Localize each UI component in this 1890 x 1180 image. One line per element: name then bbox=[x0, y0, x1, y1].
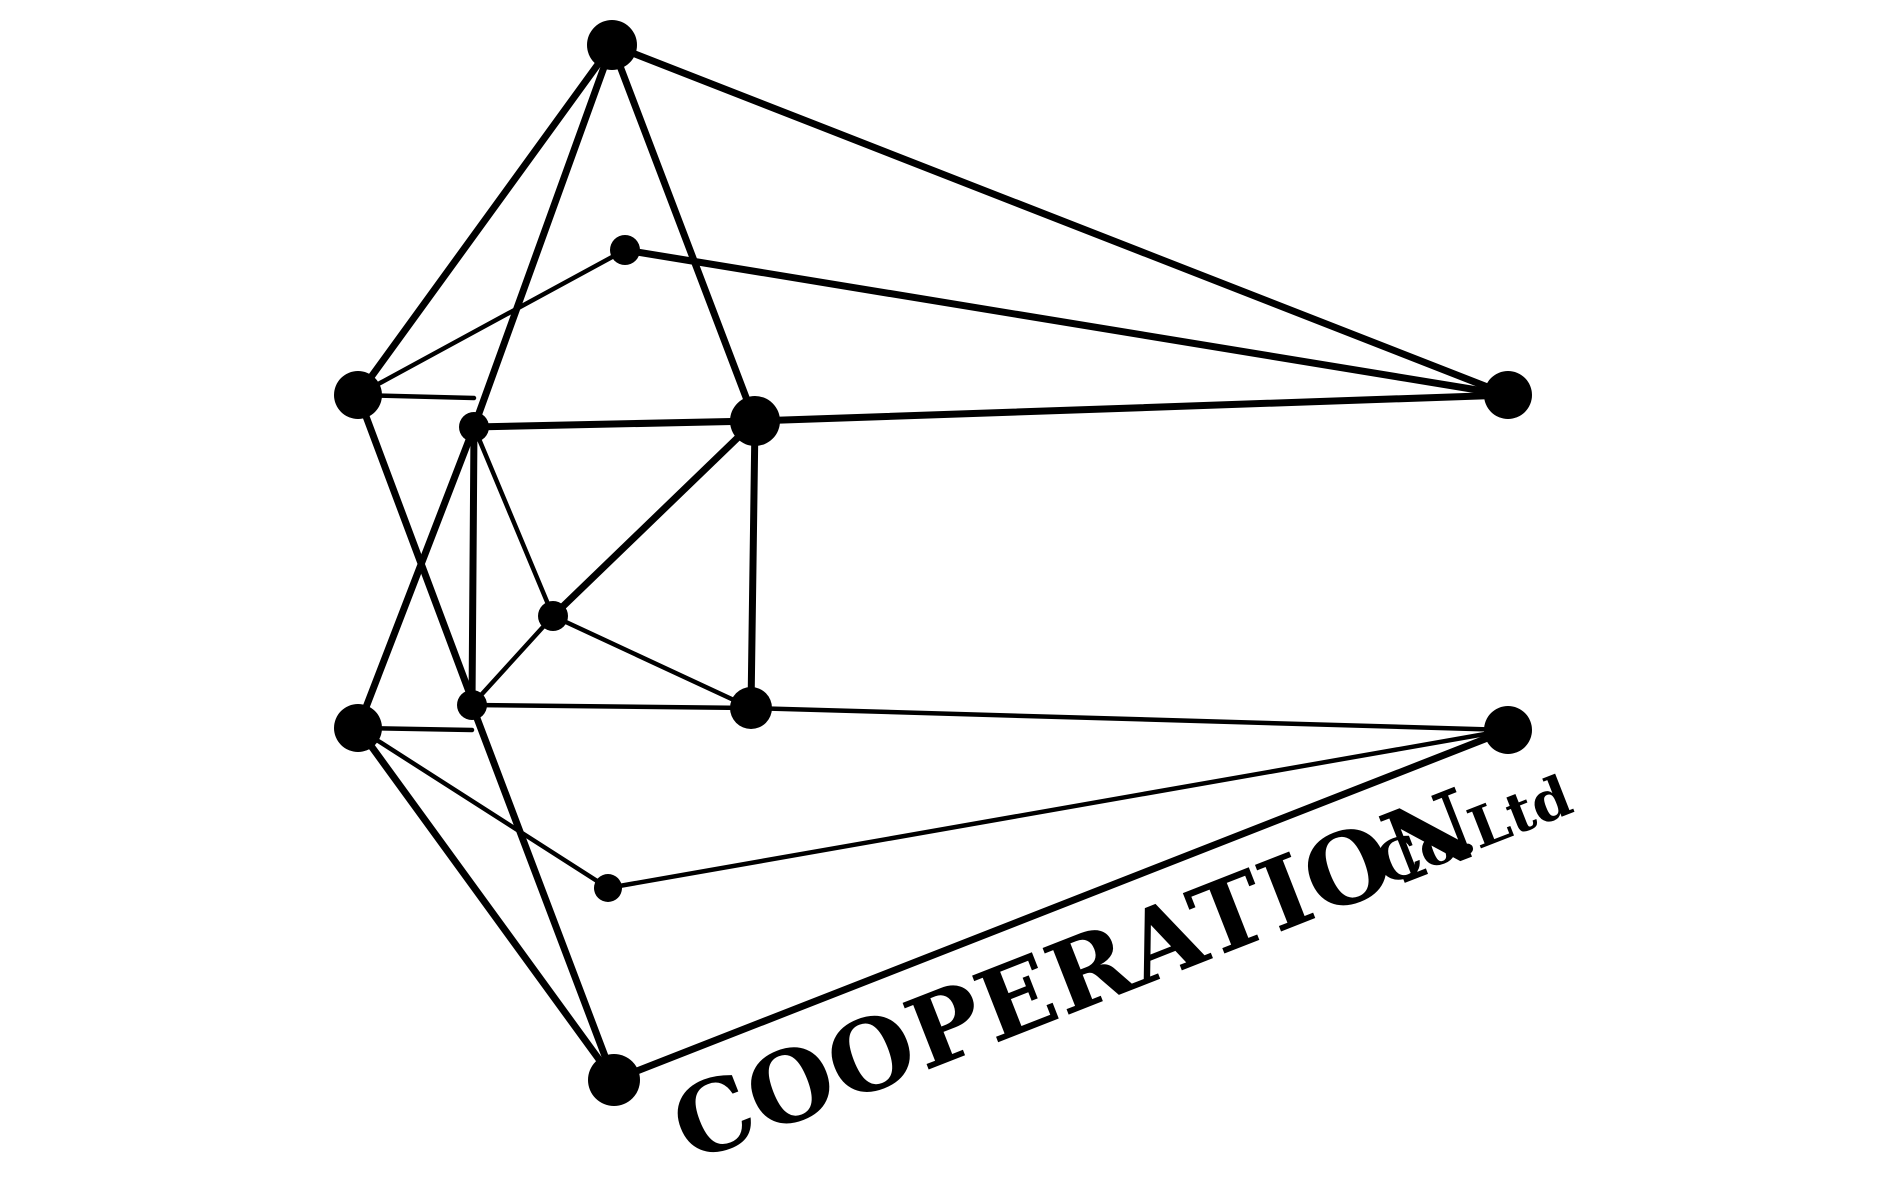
graph-node bbox=[587, 20, 637, 70]
graph-node bbox=[730, 396, 780, 446]
graph-edges-thin bbox=[355, 247, 1511, 891]
graph-node bbox=[1484, 706, 1532, 754]
graph-node bbox=[457, 690, 487, 720]
graph-nodes bbox=[334, 20, 1532, 1106]
graph-node bbox=[1484, 371, 1532, 419]
graph-node bbox=[730, 687, 772, 729]
graph-node bbox=[594, 874, 622, 902]
graph-node bbox=[588, 1054, 640, 1106]
graph-edges-thick bbox=[354, 41, 1512, 1084]
graph-node bbox=[334, 704, 382, 752]
graph-node bbox=[334, 371, 382, 419]
network-graph-icon bbox=[334, 20, 1532, 1106]
graph-node bbox=[610, 235, 640, 265]
graph-node bbox=[459, 412, 489, 442]
graph-node bbox=[538, 601, 568, 631]
